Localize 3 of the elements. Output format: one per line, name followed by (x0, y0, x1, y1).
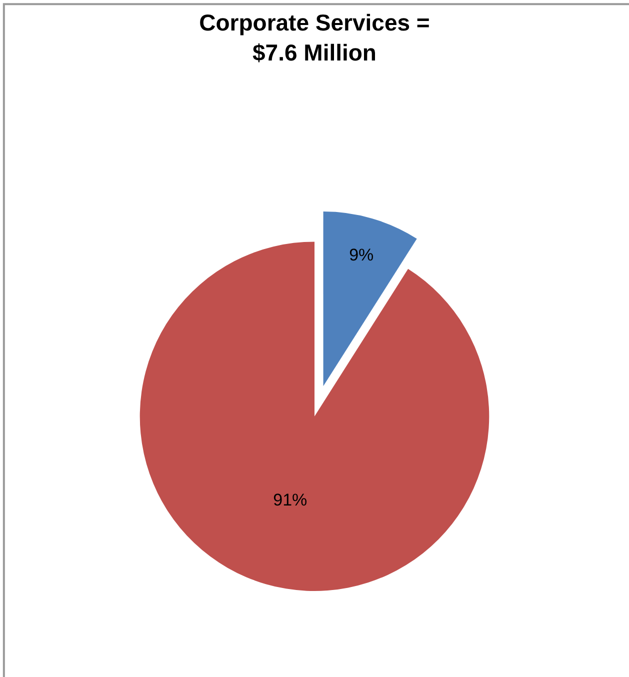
data-label: 91% (273, 490, 308, 510)
chart-title: Corporate Services = $7.6 Million (199, 9, 430, 66)
data-label: 9% (349, 246, 374, 265)
